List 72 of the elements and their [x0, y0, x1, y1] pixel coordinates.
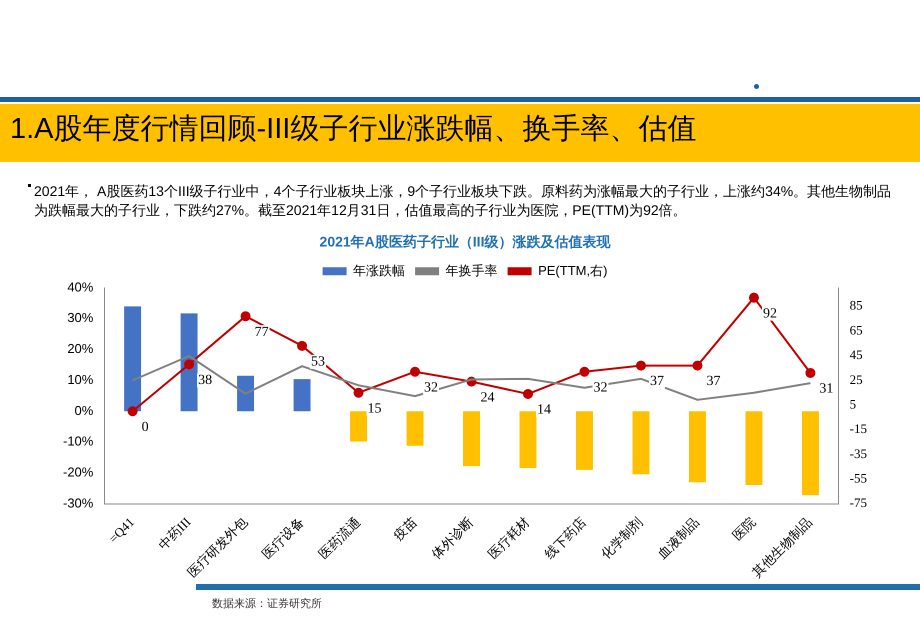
x-tick-label: 医药流通 — [316, 514, 364, 562]
bar — [745, 411, 762, 485]
bar — [463, 411, 480, 466]
point — [354, 388, 364, 398]
bar — [632, 411, 650, 474]
data-label: 15 — [368, 401, 382, 416]
y-tick-label: -30% — [62, 495, 94, 510]
y2-tick-label: 85 — [850, 298, 863, 313]
bar — [688, 411, 706, 482]
x-tick-label: 体外诊断 — [428, 514, 476, 562]
x-tick-label: 中药III — [155, 514, 194, 552]
bar — [576, 411, 593, 470]
x-tick-label: 线下药店 — [542, 514, 590, 562]
y-tick-label: 30% — [67, 310, 94, 326]
source-note: 数据来源：证券研究所 — [212, 596, 322, 611]
x-tick-label: 医院 — [729, 514, 758, 544]
point — [579, 366, 590, 377]
chart-subtitle: 2021年A股医药子行业（III级）涨跌及估值表现 — [320, 233, 612, 250]
data-label: 32 — [424, 380, 438, 396]
y2-tick-label: 5 — [850, 396, 856, 412]
bar — [124, 306, 142, 412]
x-tick-label: 医疗耗材 — [485, 514, 533, 562]
text: 2021年， A股医药13个III级子行业中，4个子行业板块上涨，9个子行业板块下跌。原料药为涨幅最大的子行业，上涨约34%。其他生物制品为跌幅最大的子行业，下跌约27%。截至2021年12月31日，估值最高的子行业为医院，PE(TTM)为92倍。 — [34, 182, 892, 220]
y2-tick-label: -35 — [850, 446, 868, 461]
data-label: 31 — [819, 382, 834, 397]
point — [297, 340, 308, 351]
x-tick-label: 医疗设备 — [259, 514, 307, 562]
point — [805, 368, 816, 378]
x-tick-label: 化学制剂 — [598, 514, 646, 562]
point — [240, 311, 251, 322]
data-label: 37 — [650, 374, 664, 390]
data-label: 14 — [536, 402, 551, 418]
legend-label: 年换手率 — [446, 262, 498, 278]
data-label: 24 — [480, 390, 495, 406]
data-label: 38 — [198, 373, 212, 388]
y-tick-label: 0% — [74, 402, 94, 418]
bar — [350, 411, 368, 442]
x-tick-label: 疫苗 — [390, 514, 420, 544]
y2-tick-label: -75 — [850, 495, 868, 510]
data-label: 32 — [593, 380, 608, 396]
point — [410, 366, 420, 377]
y2-tick-label: -55 — [850, 470, 868, 486]
data-label: 92 — [762, 306, 777, 322]
y-tick-label: 20% — [67, 341, 94, 356]
x-tick-label: 血液制品 — [654, 514, 702, 562]
y-tick-label: -10% — [62, 434, 94, 449]
point — [522, 388, 533, 399]
data-label: 0 — [142, 420, 149, 435]
point — [748, 292, 759, 303]
bar — [180, 313, 198, 412]
bar — [294, 379, 311, 412]
y-tick-label: -20% — [62, 464, 94, 480]
y2-tick-label: 45 — [850, 347, 863, 362]
point — [692, 360, 702, 371]
bar — [406, 411, 424, 446]
data-label: 77 — [254, 324, 269, 340]
y2-tick-label: 65 — [850, 322, 863, 338]
y-tick-label: 10% — [67, 372, 94, 387]
legend-label: PE(TTM,右) — [538, 262, 608, 278]
data-label: 37 — [706, 374, 720, 390]
point — [184, 359, 194, 370]
data-label: 53 — [311, 354, 326, 370]
y-tick-label: 40% — [67, 279, 94, 294]
bar — [802, 411, 819, 496]
bar — [237, 376, 254, 412]
legend-label: 年涨跌幅 — [353, 262, 406, 278]
point — [636, 360, 646, 371]
point — [128, 406, 138, 416]
chart-title: 1.A股年度行情回顾-III级子行业涨跌幅、换手率、估值 — [10, 112, 698, 146]
y2-tick-label: 25 — [850, 372, 863, 387]
y2-tick-label: -15 — [850, 421, 868, 436]
bar — [520, 411, 536, 468]
